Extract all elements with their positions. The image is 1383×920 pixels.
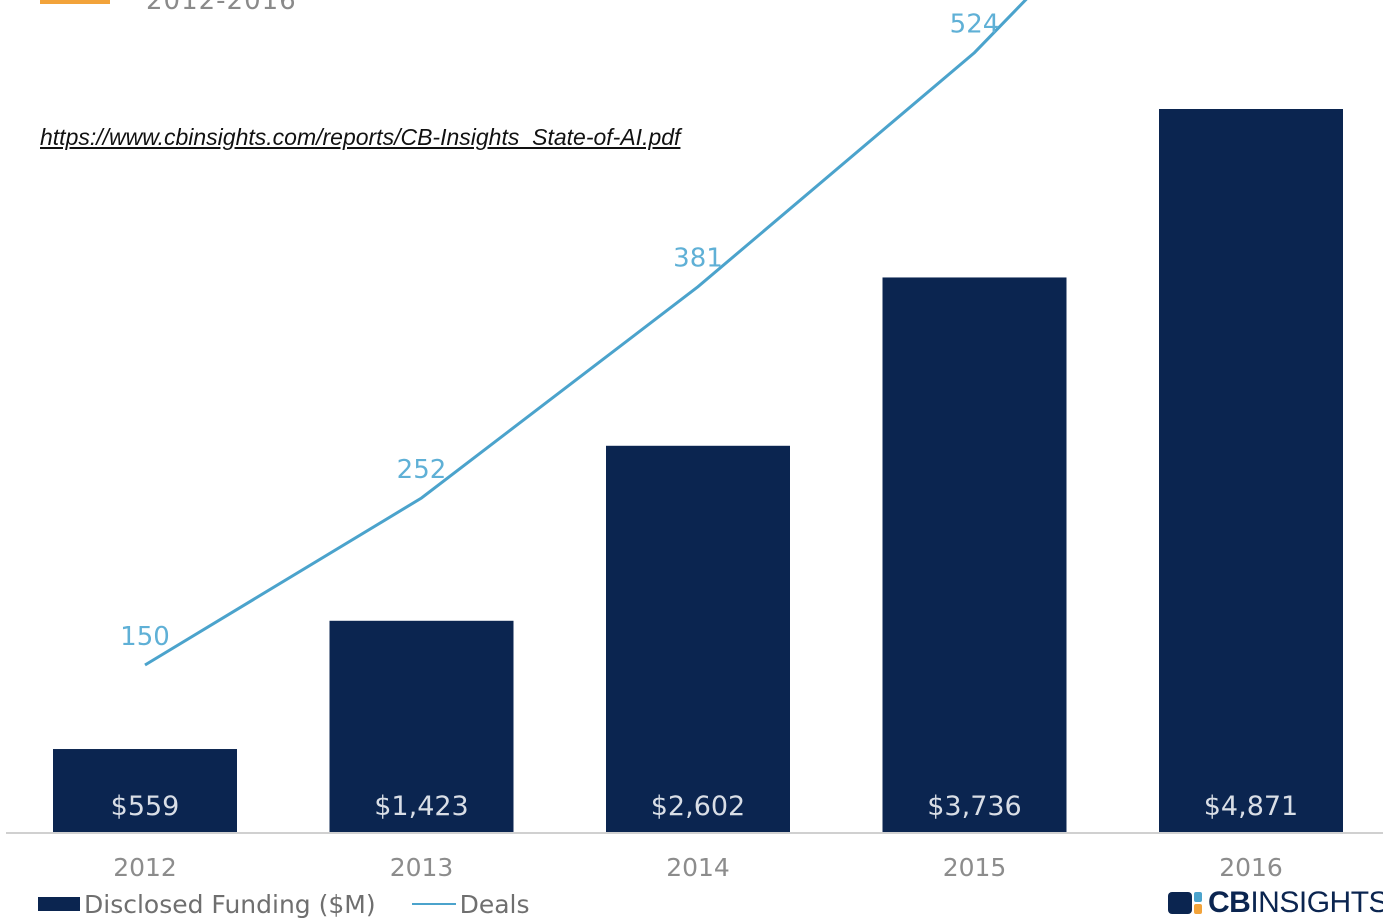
- x-tick-label: 2013: [390, 853, 454, 882]
- logo-text-insights: INSIGHTS: [1250, 886, 1383, 919]
- bar-2013: [329, 620, 514, 832]
- bar-2012: [53, 749, 237, 832]
- legend-line-swatch: [411, 903, 456, 905]
- bar-value-label: $1,423: [374, 791, 468, 822]
- logo-text-cb: CB: [1208, 886, 1251, 919]
- deals-value-label: 150: [120, 622, 170, 652]
- bar-value-label: $2,602: [651, 791, 745, 822]
- deals-series-line: [144, 0, 1028, 667]
- source-link[interactable]: https://www.cbinsights.com/reports/CB-In…: [40, 124, 681, 150]
- x-tick-label: 2016: [1219, 853, 1283, 882]
- deals-value-label: 381: [673, 244, 723, 274]
- legend-deals-label: Deals: [459, 889, 530, 919]
- subtitle-accent-bar: [40, 0, 110, 4]
- bar-2015: [882, 277, 1067, 832]
- bar-value-label: $3,736: [927, 791, 1021, 822]
- chart-legend: Disclosed Funding ($M) Deals: [38, 888, 566, 920]
- bars-group: [53, 109, 1343, 832]
- bar-2016: [1159, 109, 1343, 832]
- x-tick-labels-group: 2012 2013 2014 2015 2016: [113, 853, 1283, 882]
- chart-subtitle: 2012-2016: [146, 0, 297, 16]
- bar-value-label: $4,871: [1204, 791, 1298, 822]
- bar-labels-group: $559 $1,423 $2,602 $3,736 $4,871: [111, 791, 1299, 822]
- cb-insights-logo-icon: [1168, 892, 1202, 914]
- bar-2014: [606, 445, 790, 832]
- legend-item-funding: Disclosed Funding ($M): [38, 890, 376, 919]
- line-labels-group: 150252381524698: [120, 10, 1000, 652]
- deals-value-label: 524: [950, 10, 1000, 40]
- cb-insights-logo: CB INSIGHTS: [1168, 886, 1383, 920]
- bar-value-label: $559: [111, 791, 180, 822]
- x-tick-label: 2012: [113, 853, 177, 882]
- legend-funding-label: Disclosed Funding ($M): [84, 889, 376, 919]
- legend-item-deals: Deals: [411, 889, 530, 919]
- x-tick-label: 2014: [666, 853, 730, 882]
- x-tick-label: 2015: [943, 853, 1007, 882]
- legend-bar-swatch: [38, 897, 80, 911]
- chart-canvas: $559 $1,423 $2,602 $3,736 $4,871 2012 2013 201…: [6, 0, 1383, 882]
- deals-value-label: 252: [397, 455, 447, 485]
